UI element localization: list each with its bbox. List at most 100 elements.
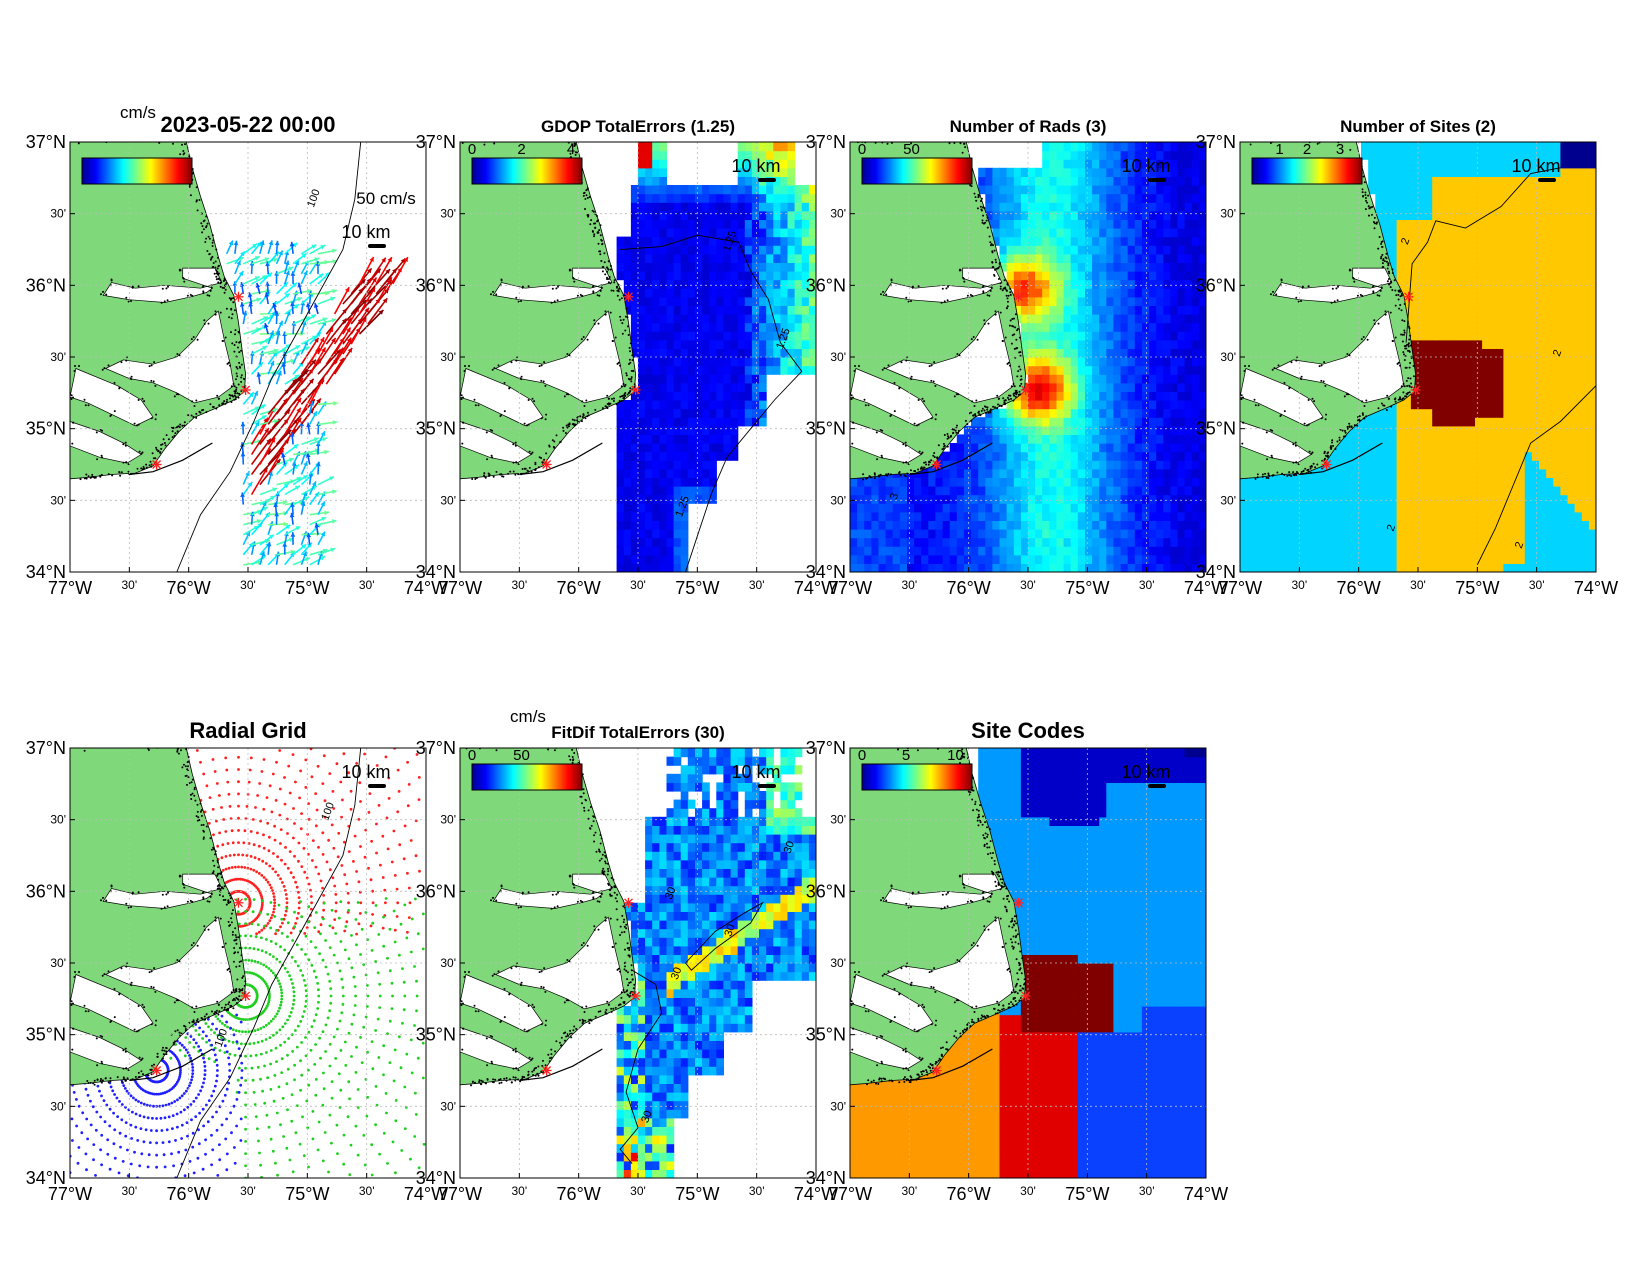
grid-cell: [1170, 219, 1179, 229]
coast-dot: [910, 142, 913, 145]
grid-cell: [638, 228, 646, 238]
grid-cell: [630, 210, 639, 220]
grid-cell: [759, 417, 767, 427]
grid-cell: [659, 219, 668, 229]
grid-cell: [808, 288, 816, 298]
colorbar: [81, 157, 193, 185]
grid-cell: [1063, 236, 1072, 246]
coast-dot: [585, 399, 588, 402]
grid-cell: [921, 529, 929, 539]
vector-head: [314, 257, 320, 262]
grid-cell: [935, 529, 944, 539]
coast-dot: [608, 276, 611, 278]
grid-cell: [1077, 271, 1086, 281]
grid-cell: [1127, 262, 1136, 272]
grid-cell: [1149, 546, 1157, 556]
grid-cell: [1106, 443, 1114, 453]
coast-dot: [474, 478, 477, 480]
coast-dot: [964, 146, 967, 149]
grid-cell: [1077, 451, 1086, 461]
grid-cell: [1184, 219, 1193, 229]
coast-dot: [604, 405, 607, 408]
grid-cell: [1163, 339, 1171, 349]
coast-dot: [107, 473, 110, 476]
grid-cell: [1056, 271, 1065, 281]
grid-cell: [1035, 176, 1043, 186]
grid-cell: [885, 477, 894, 487]
y-tick-label: 30': [830, 207, 846, 221]
grid-cell: [1127, 563, 1136, 572]
grid-cell: [680, 193, 689, 203]
grid-cell: [730, 193, 739, 203]
grid-cell: [759, 348, 767, 358]
grid-cell: [695, 434, 703, 444]
grid-cell: [999, 554, 1008, 564]
grid-cell: [638, 305, 646, 315]
grid-cell: [1092, 245, 1100, 255]
grid-cell: [1127, 537, 1136, 547]
vector-head: [297, 297, 303, 302]
coast-dot: [858, 365, 860, 367]
coast-dot: [862, 473, 865, 476]
coast-dot: [920, 467, 923, 470]
grid-cell: [978, 554, 986, 564]
vector-head: [274, 240, 280, 246]
grid-cell: [1099, 348, 1107, 358]
grid-cell: [963, 486, 972, 496]
grid-cell: [914, 529, 922, 539]
grid-cell: [1170, 494, 1179, 504]
grid-cell: [702, 271, 710, 281]
grid-cell: [857, 486, 865, 496]
grid-cell: [1127, 494, 1136, 504]
grid-cell: [956, 563, 965, 572]
grid-cell: [1056, 314, 1065, 324]
grid-cell: [638, 477, 646, 487]
grid-cell: [709, 494, 717, 504]
grid-cell: [1120, 434, 1129, 444]
current-vector: [375, 276, 393, 305]
coast-dot: [105, 293, 108, 296]
grid-cell: [1141, 425, 1150, 435]
grid-cell: [645, 451, 653, 461]
coast-dot: [211, 245, 214, 247]
grid-cell: [1042, 511, 1050, 521]
grid-cell: [652, 296, 660, 306]
coast-dot: [622, 294, 625, 297]
vector-head: [296, 397, 301, 403]
grid-cell: [1092, 357, 1100, 367]
grid-cell: [999, 176, 1008, 186]
grid-cell: [1177, 262, 1186, 272]
grid-cell: [1070, 529, 1079, 539]
grid-cell: [623, 554, 632, 564]
grid-cell: [1006, 262, 1015, 272]
grid-cell: [1035, 219, 1043, 229]
grid-cell: [1085, 322, 1093, 332]
grid-cell: [942, 511, 951, 521]
grid-cell: [1134, 365, 1143, 375]
grid-cell: [1120, 425, 1129, 435]
grid-cell: [999, 425, 1008, 435]
grid-cell: [780, 322, 789, 332]
coast-dot: [981, 407, 984, 410]
grid-cell: [730, 202, 739, 212]
coast-dot: [964, 419, 967, 422]
grid-cell: [878, 486, 887, 496]
grid-cell: [1056, 219, 1065, 229]
grid-cell: [1070, 150, 1079, 160]
grid-cell: [702, 400, 710, 410]
grid-cell: [1156, 142, 1164, 152]
grid-cell: [794, 202, 803, 212]
coast-dot: [219, 279, 222, 282]
grid-cell: [716, 391, 724, 401]
grid-cell: [695, 357, 703, 367]
grid-cell: [1127, 425, 1136, 435]
grid-cell: [766, 193, 774, 203]
coast-dot: [225, 282, 228, 284]
grid-cell: [773, 142, 781, 152]
vector-head: [387, 257, 392, 263]
coast-dot: [218, 404, 221, 407]
coast-dot: [553, 440, 556, 443]
grid-cell: [1177, 271, 1186, 281]
grid-cell: [730, 279, 739, 289]
